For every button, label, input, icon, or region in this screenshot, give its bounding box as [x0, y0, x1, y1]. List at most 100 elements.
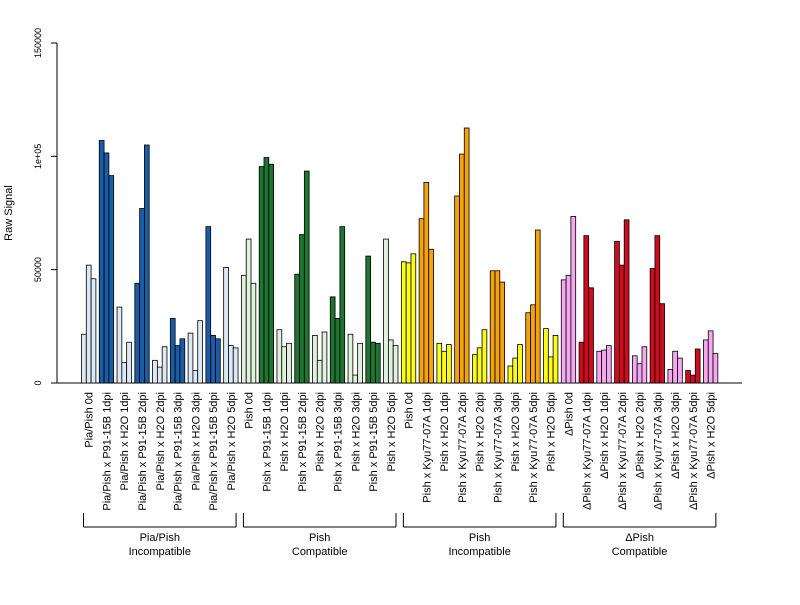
bar	[446, 344, 452, 384]
bar	[156, 366, 163, 384]
bar	[677, 357, 683, 384]
x-tick-label: Pish x P91-15B 3dpi	[332, 392, 344, 492]
bar	[472, 354, 478, 384]
bar	[659, 303, 665, 384]
x-tick-label: ΔPish x H2O 5dpi	[706, 392, 718, 479]
bar	[169, 317, 176, 384]
bar	[614, 240, 620, 384]
x-tick-label: Pish x H2O 2dpi	[315, 392, 327, 471]
bar	[339, 226, 346, 384]
bar	[672, 350, 678, 384]
group-label-line1: Pia/Pish	[140, 532, 180, 544]
group-label-line2: Compatible	[292, 546, 348, 558]
x-tick-label: Pia/Pish x P91-15B 5dpi	[208, 392, 220, 511]
bar	[418, 218, 425, 384]
bar	[223, 266, 229, 384]
y-tick-label: 0	[33, 380, 43, 385]
group-label-line1: Pish	[309, 532, 330, 544]
y-tick-label: 150000	[33, 28, 43, 58]
bars-layer	[81, 127, 719, 384]
bar	[525, 312, 531, 384]
bar	[387, 339, 394, 384]
bar	[392, 345, 399, 384]
group-label-line2: Incompatible	[129, 546, 191, 558]
bar	[463, 127, 470, 384]
bar	[383, 238, 389, 384]
bar	[588, 287, 594, 384]
x-tick-label: Pia/Pish x H2O 1dpi	[119, 392, 131, 490]
bar	[400, 261, 407, 384]
bar	[512, 357, 518, 384]
bar	[423, 181, 430, 384]
bar	[707, 330, 714, 384]
x-tick-label: Pish 0d	[404, 392, 416, 429]
x-tick-label: Pia/Pish x P91-15B 3dpi	[173, 392, 185, 511]
bar	[228, 345, 234, 384]
x-tick-label: Pish x H2O 3dpi	[510, 392, 522, 471]
x-tick-label: ΔPish x H2O 3dpi	[670, 392, 682, 479]
x-tick-labels: Pia/Pish 0d Pia/Pish x P91-15B 1dpi Pia/Pi…	[84, 392, 718, 511]
bar	[476, 347, 483, 384]
x-tick-label: Pish x Kyu77-07A 1dpi	[421, 392, 433, 503]
bar	[299, 234, 305, 384]
bar	[321, 331, 328, 384]
x-tick-label: Pia/Pish x H2O 5dpi	[226, 392, 238, 490]
x-tick-label: Pish x P91-15B 1dpi	[261, 392, 273, 492]
bar	[192, 370, 199, 384]
bar	[139, 208, 145, 384]
bar	[494, 270, 501, 384]
bar	[667, 368, 674, 384]
bar	[703, 339, 709, 384]
x-tick-label: Pish x Kyu77-07A 5dpi	[528, 392, 540, 503]
bar	[281, 346, 287, 384]
x-tick-label: Pish x H2O 1dpi	[439, 392, 451, 471]
x-tick-label: Pia/Pish x H2O 2dpi	[155, 392, 167, 490]
bar	[294, 273, 300, 384]
bar	[134, 282, 141, 384]
bar	[103, 152, 110, 384]
bar	[459, 153, 465, 384]
bar	[454, 195, 460, 384]
bar	[410, 253, 417, 384]
bar	[210, 334, 216, 384]
x-tick-label: Pish x H2O 5dpi	[386, 392, 398, 471]
bar	[694, 348, 701, 384]
bar	[329, 296, 336, 384]
bar	[303, 170, 310, 384]
y-axis-label: Raw Signal	[3, 185, 15, 241]
x-tick-label: Pish x H2O 5dpi	[546, 392, 558, 471]
bar	[268, 163, 274, 384]
bar	[245, 238, 252, 384]
x-tick-label: Pish x Kyu77-07A 3dpi	[492, 392, 504, 503]
x-tick-label: ΔPish x H2O 1dpi	[599, 392, 611, 479]
bar	[152, 359, 158, 384]
group-label-line2: Incompatible	[448, 546, 510, 558]
bar	[197, 320, 203, 384]
bar	[85, 264, 92, 384]
bar	[365, 255, 372, 384]
bar	[215, 338, 221, 384]
x-tick-label: Pish 0d	[244, 392, 256, 429]
x-tick-label: ΔPish 0d	[563, 392, 575, 436]
bar	[583, 235, 590, 384]
bar	[144, 144, 150, 384]
bar	[108, 175, 115, 384]
x-tick-label: Pia/Pish x H2O 3dpi	[190, 392, 202, 490]
bar	[543, 328, 549, 384]
bar	[507, 365, 514, 384]
x-tick-label: Pia/Pish x P91-15B 2dpi	[137, 392, 149, 511]
x-tick-label: Pish x H2O 2dpi	[475, 392, 487, 471]
x-tick-label: Pish x Kyu77-07A 2dpi	[457, 392, 469, 503]
x-tick-label: Pish x P91-15B 5dpi	[368, 392, 380, 492]
bar	[489, 270, 496, 384]
bar	[263, 157, 270, 384]
x-tick-label: ΔPish x H2O 2dpi	[635, 392, 647, 479]
bar	[690, 374, 696, 384]
bar	[232, 347, 239, 384]
bar	[286, 342, 292, 384]
bar	[174, 345, 181, 384]
bar	[578, 341, 585, 384]
bar	[316, 359, 323, 384]
bar	[436, 342, 443, 384]
x-tick-label: ΔPish x Kyu77-07A 1dpi	[581, 392, 593, 510]
